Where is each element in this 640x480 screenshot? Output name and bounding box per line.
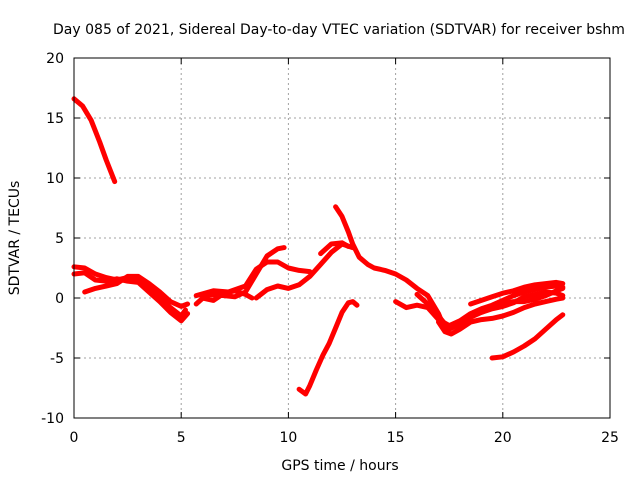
x-tick-label: 10 xyxy=(279,430,297,446)
y-tick-label: -5 xyxy=(50,351,64,367)
x-tick-label: 25 xyxy=(601,430,619,446)
series-line-arc-11 xyxy=(299,302,357,394)
x-tick-label: 15 xyxy=(387,430,405,446)
y-tick-label: -10 xyxy=(41,411,64,427)
y-tick-label: 5 xyxy=(55,231,64,247)
chart-title: Day 085 of 2021, Sidereal Day-to-day VTE… xyxy=(53,22,625,38)
sdtvar-chart: Day 085 of 2021, Sidereal Day-to-day VTE… xyxy=(0,0,640,480)
x-tick-label: 0 xyxy=(70,430,79,446)
x-tick-label: 5 xyxy=(177,430,186,446)
series-line-arc-1 xyxy=(74,99,115,182)
x-axis-label: GPS time / hours xyxy=(281,458,398,474)
series-line-arc-16 xyxy=(492,315,563,358)
series-line-arc-3 xyxy=(74,273,188,321)
y-tick-label: 10 xyxy=(46,171,64,187)
grid-lines xyxy=(74,58,610,418)
x-tick-label: 20 xyxy=(494,430,512,446)
data-series xyxy=(74,99,563,394)
y-tick-label: 15 xyxy=(46,111,64,127)
y-tick-label: 0 xyxy=(55,291,64,307)
y-tick-label: 20 xyxy=(46,51,64,67)
y-axis-label: SDTVAR / TECUs xyxy=(7,181,23,296)
series-line-arc-6 xyxy=(196,262,310,296)
series-line-arc-5 xyxy=(196,248,284,304)
